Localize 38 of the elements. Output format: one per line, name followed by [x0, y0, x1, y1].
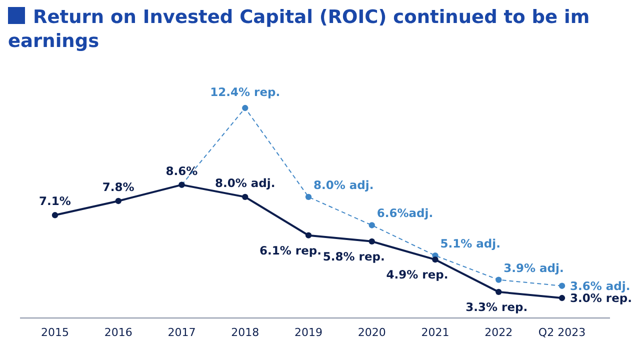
point	[242, 194, 248, 200]
x-tick-label: 2022	[484, 326, 513, 339]
x-tick-label: 2015	[41, 326, 69, 339]
point	[368, 238, 375, 244]
x-tick-label: 2020	[358, 326, 386, 339]
point	[432, 256, 438, 263]
data-label: 6.1% rep.	[260, 243, 322, 258]
point	[52, 212, 58, 218]
point	[305, 232, 312, 238]
point	[496, 276, 502, 283]
point	[496, 288, 502, 296]
data-label: 6.6%adj.	[376, 206, 434, 220]
data-label: 3.6% adj.	[570, 278, 630, 293]
data-label: 8.6%	[166, 164, 198, 178]
point	[115, 198, 122, 204]
data-label: 4.9% rep.	[386, 268, 448, 282]
data-label: 7.1%	[39, 194, 72, 208]
point	[368, 222, 375, 228]
data-label: 3.3% rep.	[466, 300, 528, 314]
data-label: 8.0% adj.	[215, 176, 276, 190]
x-tick-label: 2016	[104, 326, 132, 339]
data-label: 5.1% adj.	[440, 236, 500, 251]
data-label: 3.0% rep.	[570, 291, 632, 305]
point	[305, 194, 312, 200]
x-tick-label: Q2 2023	[538, 326, 586, 339]
point	[242, 104, 248, 112]
x-tick-label: 2021	[421, 326, 450, 339]
data-label: 5.8% rep.	[322, 249, 385, 264]
data-label: 12.4% rep.	[210, 85, 280, 99]
x-tick-label: 2018	[231, 326, 260, 339]
chart-title: Return on Invested Capital (ROIC) continued to be im earnings	[8, 7, 590, 52]
data-label: 8.0% adj.	[314, 178, 374, 192]
x-tick-label: 2019	[294, 326, 322, 339]
point	[558, 294, 566, 302]
data-label: 7.8%	[102, 180, 135, 194]
x-tick-label: 2017	[168, 326, 196, 339]
point	[558, 282, 566, 289]
data-label: 3.9% adj.	[504, 260, 564, 275]
